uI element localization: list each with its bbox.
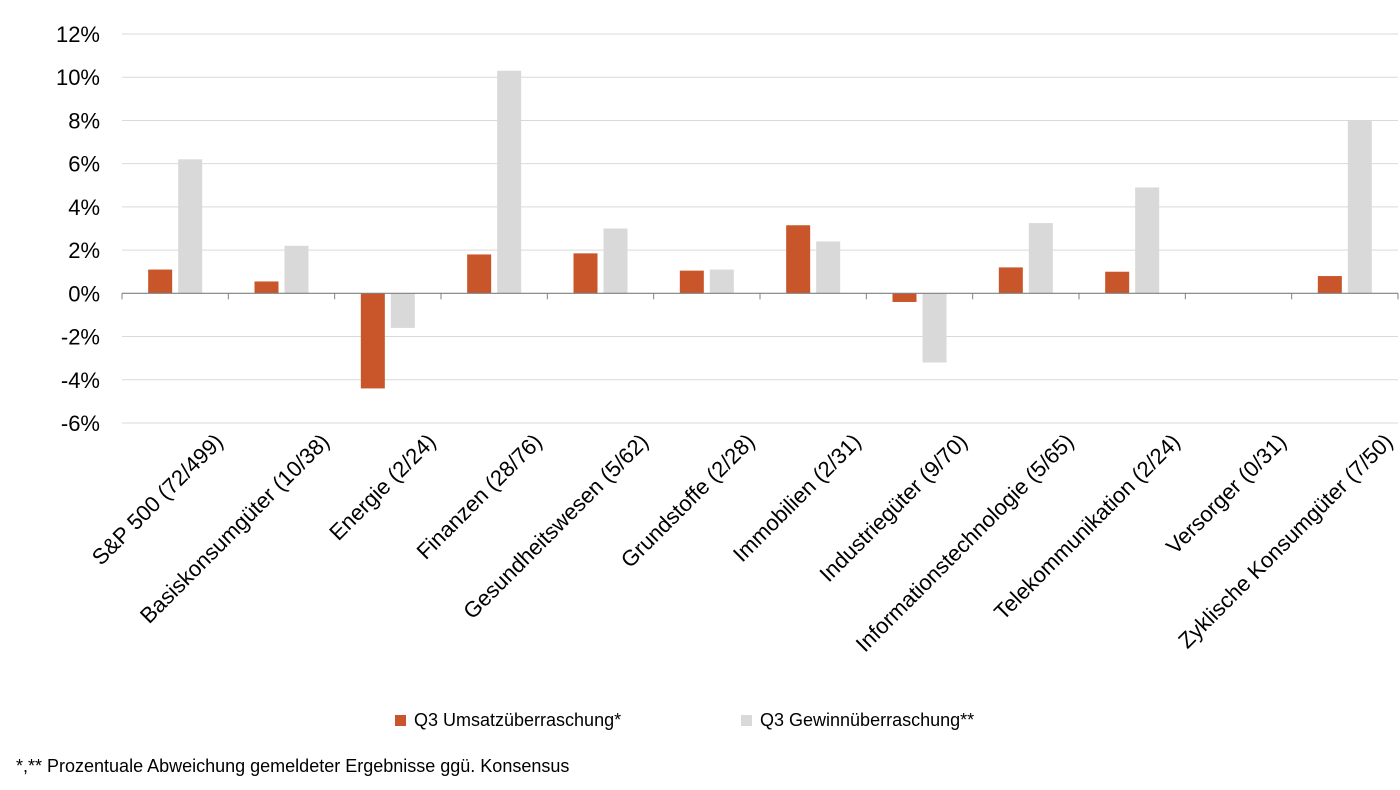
x-axis — [121, 292, 1399, 300]
x-category-label: Informationstechnologie (5/65) — [851, 429, 1079, 657]
bar-umsatz — [1105, 271, 1130, 294]
bar-umsatz — [573, 253, 598, 294]
bar-gewinn — [497, 70, 522, 294]
bar-umsatz — [679, 270, 704, 294]
gridlines — [122, 33, 1398, 424]
bar-gewinn — [1028, 223, 1053, 294]
x-category-label: Gesundheitswesen (5/62) — [458, 429, 653, 624]
bar-umsatz — [998, 267, 1023, 294]
legend-label-gewinn: Q3 Gewinnüberraschung** — [760, 710, 975, 730]
bar-gewinn — [816, 241, 841, 294]
y-tick-label: -6% — [61, 411, 100, 436]
bar-gewinn — [1347, 120, 1372, 294]
y-tick-label: -4% — [61, 368, 100, 393]
bar-umsatz — [254, 281, 279, 294]
bar-gewinn — [709, 269, 734, 294]
legend-swatch-gewinn — [741, 715, 752, 726]
bar-gewinn — [390, 293, 415, 328]
bar-umsatz — [892, 293, 917, 302]
bar-gewinn — [284, 245, 309, 294]
y-tick-label: 10% — [56, 65, 100, 90]
y-tick-label: 0% — [68, 281, 100, 306]
legend-item-umsatz: Q3 Umsatzüberraschung* — [395, 710, 621, 731]
bar-umsatz — [148, 269, 173, 294]
bar-umsatz — [360, 293, 385, 389]
bar-gewinn — [922, 293, 947, 363]
bar-umsatz — [786, 225, 811, 294]
x-category-label: Telekommunikation (2/24) — [989, 429, 1185, 625]
y-tick-label: 4% — [68, 195, 100, 220]
legend-label-umsatz: Q3 Umsatzüberraschung* — [414, 710, 622, 730]
x-category-label: Zyklische Konsumgüter (7/50) — [1173, 429, 1397, 653]
bar-gewinn — [603, 228, 628, 294]
x-axis-labels: S&P 500 (72/499)Basiskonsumgüter (10/38)… — [87, 429, 1398, 657]
bar-umsatz — [467, 254, 492, 294]
legend-swatch-umsatz — [395, 715, 406, 726]
footnote: *,** Prozentuale Abweichung gemeldeter E… — [16, 756, 570, 776]
legend-item-gewinn: Q3 Gewinnüberraschung** — [741, 710, 974, 731]
x-category-label: Energie (2/24) — [324, 429, 440, 545]
bar-gewinn — [178, 159, 203, 294]
legend: Q3 Umsatzüberraschung* Q3 Gewinnüberrasc… — [0, 710, 1400, 738]
bar-umsatz — [1317, 276, 1342, 294]
y-axis-ticks: -6% -4% -2% 0% 2% 4% 6% 8% 10% 12% — [56, 22, 100, 436]
bar-gewinn — [1135, 187, 1160, 294]
y-tick-label: 8% — [68, 108, 100, 133]
y-tick-label: 2% — [68, 238, 100, 263]
y-tick-label: 6% — [68, 152, 100, 177]
bars — [148, 70, 1372, 389]
y-tick-label: -2% — [61, 325, 100, 350]
y-tick-label: 12% — [56, 22, 100, 47]
x-category-label: Basiskonsumgüter (10/38) — [135, 429, 334, 628]
